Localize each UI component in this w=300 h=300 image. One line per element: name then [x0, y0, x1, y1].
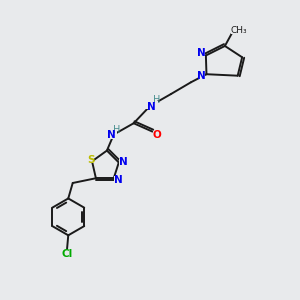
FancyBboxPatch shape	[104, 130, 118, 139]
FancyBboxPatch shape	[145, 100, 158, 109]
Text: O: O	[152, 130, 161, 140]
FancyBboxPatch shape	[61, 250, 73, 258]
FancyBboxPatch shape	[198, 72, 205, 79]
Text: N: N	[113, 175, 122, 185]
Text: H: H	[153, 95, 160, 105]
Text: N: N	[118, 158, 127, 167]
Text: Cl: Cl	[61, 249, 73, 259]
Text: N: N	[147, 102, 156, 112]
FancyBboxPatch shape	[119, 159, 127, 166]
Text: H: H	[113, 125, 120, 135]
FancyBboxPatch shape	[114, 176, 122, 183]
FancyBboxPatch shape	[153, 131, 161, 138]
FancyBboxPatch shape	[231, 27, 247, 34]
FancyBboxPatch shape	[87, 156, 94, 164]
Text: N: N	[107, 130, 116, 140]
Text: S: S	[87, 155, 94, 165]
FancyBboxPatch shape	[198, 50, 205, 57]
Text: CH₃: CH₃	[231, 26, 247, 35]
Text: N: N	[197, 48, 206, 59]
Text: N: N	[197, 71, 206, 81]
